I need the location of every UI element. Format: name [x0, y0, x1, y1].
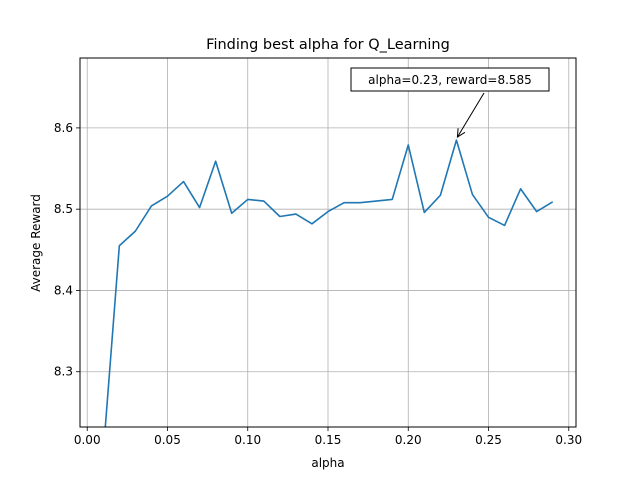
annotation-box	[350, 67, 550, 92]
chart-title: Finding best alpha for Q_Learning	[206, 37, 450, 53]
x-tick-label: 0.15	[315, 433, 342, 447]
annotation-arrow	[456, 92, 485, 138]
annotation-text: alpha=0.23, reward=8.585	[368, 73, 532, 87]
y-axis-label: Average Reward	[29, 194, 43, 292]
x-tick-label: 0.20	[395, 433, 422, 447]
x-tick-label: 0.05	[154, 433, 181, 447]
y-tick-label: 8.3	[54, 365, 73, 379]
x-tick-label: 0.25	[475, 433, 502, 447]
y-tick-label: 8.4	[54, 283, 73, 297]
annotation-arrowhead	[456, 128, 466, 139]
y-tick-label: 8.6	[54, 121, 73, 135]
annotation: alpha=0.23, reward=8.585	[350, 67, 550, 139]
y-tick-label: 8.5	[54, 202, 73, 216]
x-axis-label: alpha	[311, 456, 344, 470]
series-line	[104, 139, 554, 427]
x-tick-label: 0.30	[555, 433, 582, 447]
plot-line-group	[104, 139, 554, 427]
x-tick-label: 0.00	[74, 433, 101, 447]
grid	[80, 58, 576, 427]
ticks: 0.00 0.05 0.10 0.15 0.20 0.25 0.30 8.3 8.4 8.5 8.6	[54, 121, 582, 447]
x-tick-label: 0.10	[234, 433, 261, 447]
